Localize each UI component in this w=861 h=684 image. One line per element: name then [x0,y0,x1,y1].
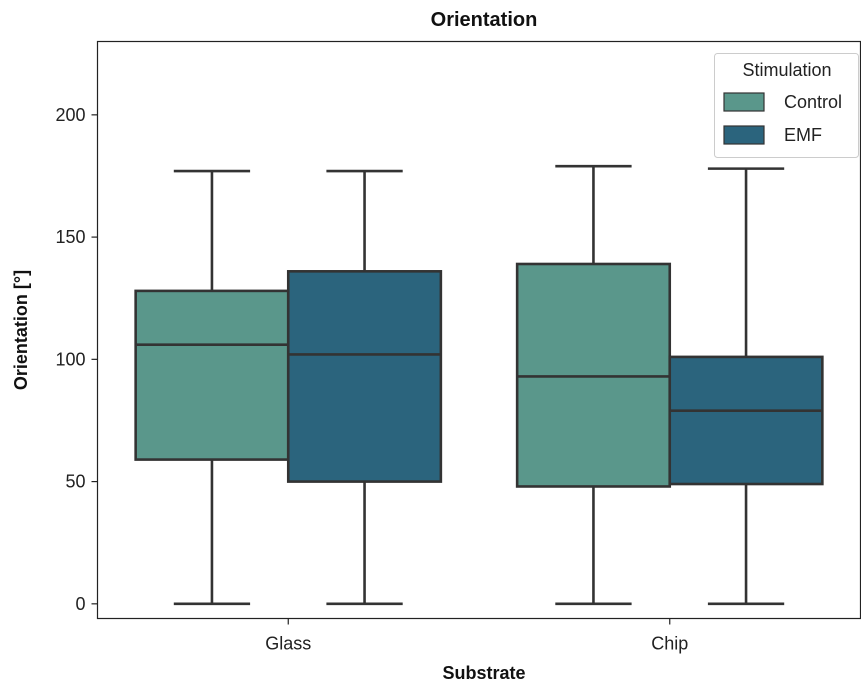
box-emf-glass [286,169,443,606]
legend-swatch [723,92,765,112]
legend-item-control: Control [723,92,842,112]
y-tick-label: 0 [75,594,85,614]
iqr-box [286,270,443,483]
x-axis-label: Substrate [442,663,525,683]
legend-item-emf: EMF [723,125,822,145]
x-axis: Glass Chip [265,618,688,654]
plot-area [134,164,824,606]
iqr-box [668,355,824,486]
box-control-chip [515,164,672,606]
y-axis: 0 50 100 150 200 [55,105,98,614]
legend-title: Stimulation [742,60,831,80]
box-control-glass [134,169,290,606]
x-tick-label: Chip [651,634,688,654]
box-emf-chip [668,167,824,606]
y-tick-label: 150 [55,227,85,247]
legend-swatch [723,125,765,145]
x-tick-label: Glass [265,634,311,654]
y-tick-label: 200 [55,105,85,125]
legend-items: Control EMF [723,92,842,145]
iqr-box [134,289,290,461]
legend-label: EMF [784,125,822,145]
y-tick-label: 100 [55,349,85,369]
chart-title: Orientation [431,9,538,31]
y-tick-label: 50 [65,472,85,492]
y-axis-label: Orientation [°] [11,270,31,390]
legend-label: Control [784,92,842,112]
legend: Stimulation Control EMF [714,53,859,158]
